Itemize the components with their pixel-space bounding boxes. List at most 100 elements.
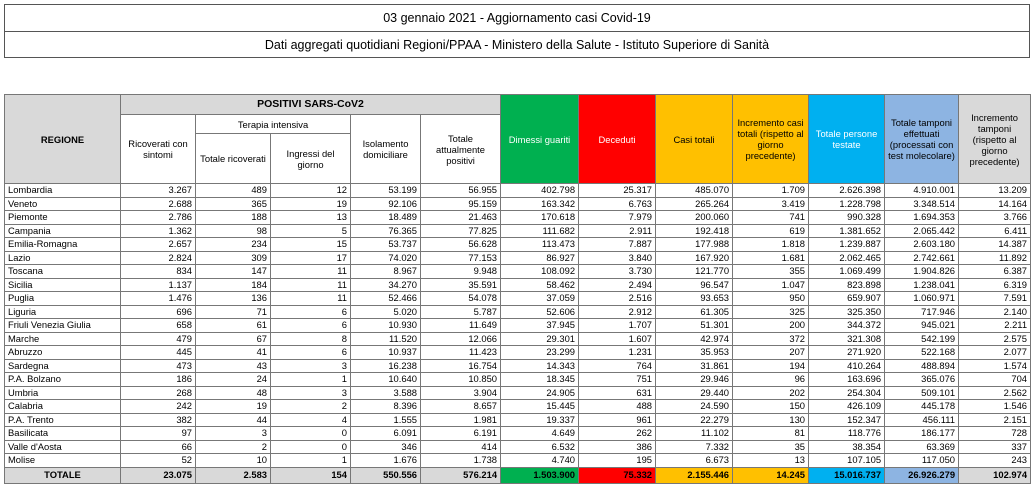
region-row: Friuli Venezia Giulia 658 61 6 10.930 11.649 3… xyxy=(4,318,1032,333)
cell-value: 108.092 xyxy=(500,264,580,279)
cell-value: 6.319 xyxy=(958,277,1032,292)
cell-value: 1.362 xyxy=(120,223,196,238)
cell-value: 81 xyxy=(732,426,810,441)
cell-value: 426.109 xyxy=(808,399,886,414)
cell-value: 19 xyxy=(270,196,351,211)
cell-value: 11 xyxy=(270,291,351,306)
cell-value: 8.396 xyxy=(350,399,421,414)
cell-value: 445 xyxy=(120,345,196,360)
cell-value: 489 xyxy=(195,183,271,198)
cell-value: 29.301 xyxy=(500,331,580,346)
region-name: Emilia-Romagna xyxy=(4,237,121,252)
cell-value: 11 xyxy=(270,277,351,292)
cell-value: 13 xyxy=(732,453,810,468)
cell-value: 6.411 xyxy=(958,223,1032,238)
cell-value: 1.555 xyxy=(350,412,421,427)
cell-value: 728 xyxy=(958,426,1032,441)
cell-value: 11.892 xyxy=(958,250,1032,265)
total-row: TOTALE 23.075 2.583 154 550.556 576.214 1.503.… xyxy=(4,466,1032,484)
cell-value: 67 xyxy=(195,331,271,346)
cell-value: 6.673 xyxy=(655,453,734,468)
cell-value: 31.861 xyxy=(655,358,734,373)
region-row: P.A. Trento 382 44 4 1.555 1.981 19.337 961 22.2… xyxy=(4,412,1032,427)
cell-value: 6.387 xyxy=(958,264,1032,279)
cell-value: 485.070 xyxy=(655,183,734,198)
cell-value: 97 xyxy=(120,426,196,441)
cell-value: 66 xyxy=(120,439,196,454)
region-row: Basilicata 97 3 0 6.091 6.191 4.649 262 11.102 81… xyxy=(4,426,1032,441)
region-name: Sardegna xyxy=(4,358,121,373)
region-row: Molise 52 10 1 1.676 1.738 4.740 195 6.673 13 107.… xyxy=(4,453,1032,468)
cell-value: 200.060 xyxy=(655,210,734,225)
cell-value: 130 xyxy=(732,412,810,427)
cell-value: 18.489 xyxy=(350,210,421,225)
cell-value: 631 xyxy=(578,385,657,400)
cell-value: 0 xyxy=(270,426,351,441)
region-name: Piemonte xyxy=(4,210,121,225)
cell-value: 402.798 xyxy=(500,183,580,198)
cell-value: 3 xyxy=(270,385,351,400)
cell-value: 13.209 xyxy=(958,183,1032,198)
cell-value: 10.930 xyxy=(350,318,421,333)
cell-value: 10.850 xyxy=(419,372,502,387)
region-row: Veneto 2.688 365 19 92.106 95.159 163.342 6.763… xyxy=(4,196,1032,211)
cell-value: 344.372 xyxy=(808,318,886,333)
cell-value: 1.738 xyxy=(419,453,502,468)
region-name: Friuli Venezia Giulia xyxy=(4,318,121,333)
region-row: Liguria 696 71 6 5.020 5.787 52.606 2.912 61.305… xyxy=(4,304,1032,319)
region-name: TOTALE xyxy=(4,466,121,484)
cell-value: 8 xyxy=(270,331,351,346)
cell-value: 7.887 xyxy=(578,237,657,252)
region-row: Puglia 1.476 136 11 52.466 54.078 37.059 2.516 9… xyxy=(4,291,1032,306)
cell-value: 56.955 xyxy=(419,183,502,198)
region-row: Campania 1.362 98 5 76.365 77.825 111.682 2.911… xyxy=(4,223,1032,238)
cell-value: 234 xyxy=(195,237,271,252)
cell-value: 24.590 xyxy=(655,399,734,414)
cell-value: 24.905 xyxy=(500,385,580,400)
cell-value: 61 xyxy=(195,318,271,333)
cell-value: 192.418 xyxy=(655,223,734,238)
cell-value: 18.345 xyxy=(500,372,580,387)
cell-value: 1.676 xyxy=(350,453,421,468)
cell-value: 945.021 xyxy=(884,318,960,333)
cell-value: 3.766 xyxy=(958,210,1032,225)
region-name: Calabria xyxy=(4,399,121,414)
cell-value: 3.588 xyxy=(350,385,421,400)
cell-value: 194 xyxy=(732,358,810,373)
cell-value: 8.967 xyxy=(350,264,421,279)
cell-value: 12.066 xyxy=(419,331,502,346)
cell-value: 35.953 xyxy=(655,345,734,360)
cell-value: 53.199 xyxy=(350,183,421,198)
cell-value: 86.927 xyxy=(500,250,580,265)
cell-value: 14.245 xyxy=(732,466,810,484)
cell-value: 268 xyxy=(120,385,196,400)
cell-value: 1.239.887 xyxy=(808,237,886,252)
cell-value: 1.047 xyxy=(732,277,810,292)
cell-value: 25.317 xyxy=(578,183,657,198)
cell-value: 751 xyxy=(578,372,657,387)
cell-value: 1 xyxy=(270,372,351,387)
cell-value: 93.653 xyxy=(655,291,734,306)
cell-value: 2.155.446 xyxy=(655,466,734,484)
cell-value: 152.347 xyxy=(808,412,886,427)
cell-value: 2.516 xyxy=(578,291,657,306)
cell-value: 22.279 xyxy=(655,412,734,427)
report-title: 03 gennaio 2021 - Aggiornamento casi Cov… xyxy=(5,5,1029,32)
cell-value: 4 xyxy=(270,412,351,427)
cell-value: 136 xyxy=(195,291,271,306)
cell-value: 163.342 xyxy=(500,196,580,211)
report-header: 03 gennaio 2021 - Aggiornamento casi Cov… xyxy=(4,4,1030,58)
cell-value: 1.137 xyxy=(120,277,196,292)
cell-value: 21.463 xyxy=(419,210,502,225)
region-row: Lazio 2.824 309 17 74.020 77.153 86.927 3.840 16… xyxy=(4,250,1032,265)
cell-value: 52.466 xyxy=(350,291,421,306)
cell-value: 3.840 xyxy=(578,250,657,265)
cell-value: 10.937 xyxy=(350,345,421,360)
cell-value: 43 xyxy=(195,358,271,373)
cell-value: 382 xyxy=(120,412,196,427)
cell-value: 195 xyxy=(578,453,657,468)
cell-value: 619 xyxy=(732,223,810,238)
cell-value: 509.101 xyxy=(884,385,960,400)
cell-value: 184 xyxy=(195,277,271,292)
